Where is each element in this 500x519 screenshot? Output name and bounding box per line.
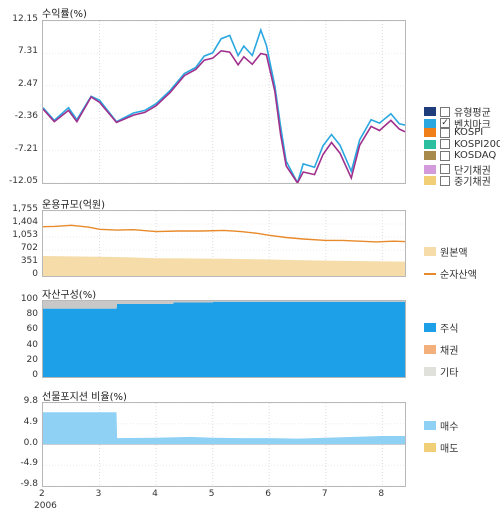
series-1-0 xyxy=(43,256,405,276)
legend-swatch xyxy=(424,176,436,185)
legend-item: 원본액 xyxy=(424,244,468,259)
futures-chart-title: 선물포지션 비율(%) xyxy=(42,392,127,403)
legend-item: 매수 xyxy=(424,418,458,433)
legend-swatch xyxy=(424,323,436,332)
returns-chart-svg xyxy=(43,21,405,183)
legend-item[interactable]: KOSPI200 xyxy=(424,139,500,150)
legend-item[interactable]: KOSDAQ xyxy=(424,150,496,161)
legend-checkbox[interactable] xyxy=(440,127,450,138)
x-tick-label: 5 xyxy=(208,489,215,499)
series-2-0 xyxy=(43,301,405,377)
x-tick-label: 2 xyxy=(39,489,45,499)
series-2-1 xyxy=(43,301,405,309)
futures-chart-plot xyxy=(42,402,406,487)
x-tick-label: 3 xyxy=(95,489,102,499)
series-0-1 xyxy=(43,49,405,183)
legend-checkbox[interactable] xyxy=(440,164,450,174)
legend-checkbox[interactable] xyxy=(440,175,450,186)
legend-label: KOSPI200 xyxy=(454,138,500,150)
aum-chart-title: 운용규모(억원) xyxy=(42,200,106,211)
y-tick-label: -12.05 xyxy=(8,176,38,186)
legend-label: 원본액 xyxy=(440,248,468,259)
y-tick-label: 1,053 xyxy=(12,230,38,240)
y-tick-label: 40 xyxy=(26,339,38,350)
returns-chart-title: 수익률(%) xyxy=(42,9,87,20)
legend-item: 매도 xyxy=(424,440,458,455)
legend-swatch xyxy=(424,107,436,116)
legend-swatch xyxy=(424,128,436,137)
legend-label: 기타 xyxy=(440,368,459,379)
legend-item: 주식 xyxy=(424,320,458,335)
legend-swatch xyxy=(424,151,436,160)
legend-label: 채권 xyxy=(440,346,459,357)
y-tick-label: -9.8 xyxy=(20,479,38,489)
legend-swatch xyxy=(424,139,436,149)
aum-chart-svg xyxy=(43,211,405,276)
legend-item[interactable]: 단기채권 xyxy=(424,162,491,177)
legend-label: 매도 xyxy=(440,444,459,455)
legend-label: KOSPI xyxy=(454,127,484,138)
asset-chart-plot xyxy=(42,300,406,378)
legend-label: 주식 xyxy=(440,324,459,335)
y-tick-label: 1,404 xyxy=(12,217,38,227)
y-tick-label: -7.21 xyxy=(14,143,38,154)
legend-checkbox[interactable] xyxy=(440,150,450,161)
legend-swatch xyxy=(424,272,436,275)
y-tick-label: 0.0 xyxy=(23,437,38,448)
legend-item: 기타 xyxy=(424,364,458,379)
legend-item: 순자산액 xyxy=(424,266,477,281)
y-tick-label: 351 xyxy=(20,256,38,266)
y-tick-label: 9.8 xyxy=(23,396,38,406)
x-tick-label: 8 xyxy=(378,489,385,499)
legend-swatch xyxy=(424,367,436,376)
y-tick-label: 1,755 xyxy=(12,204,38,214)
futures-chart-svg xyxy=(43,403,405,486)
legend-label: 유형평균 xyxy=(454,108,491,119)
legend-checkbox[interactable] xyxy=(440,106,450,117)
x-tick-label: 7 xyxy=(321,489,328,499)
y-tick-label: 60 xyxy=(26,324,38,335)
y-tick-label: -4.9 xyxy=(20,458,38,469)
legend-swatch xyxy=(424,247,436,256)
legend-label: 순자산액 xyxy=(440,270,477,281)
x-tick-label: 4 xyxy=(152,489,158,499)
legend-label: 벤치마크 xyxy=(454,119,491,131)
y-tick-label: 20 xyxy=(26,354,38,365)
legend-item: 채권 xyxy=(424,342,458,357)
y-tick-label: 702 xyxy=(20,243,38,253)
legend-label: 매수 xyxy=(440,422,459,433)
y-tick-label: 2.47 xyxy=(17,78,38,89)
legend-label: 중기채권 xyxy=(454,177,491,188)
y-tick-label: 4.9 xyxy=(23,416,38,427)
legend-swatch xyxy=(424,118,436,128)
aum-chart-plot xyxy=(42,210,406,277)
y-tick-label: 100 xyxy=(20,294,38,304)
x-axis-year: 2006 xyxy=(34,501,57,511)
legend-checkbox[interactable] xyxy=(440,139,450,149)
asset-chart-svg xyxy=(43,301,405,377)
series-0-0 xyxy=(43,27,405,183)
series-1-1 xyxy=(43,224,405,243)
y-tick-label: 12.15 xyxy=(12,14,38,24)
legend-label: KOSDAQ xyxy=(454,150,497,161)
legend-swatch xyxy=(424,443,436,452)
y-tick-label: 0 xyxy=(32,370,38,380)
legend-item[interactable]: 유형평균 xyxy=(424,104,491,119)
legend-swatch xyxy=(424,345,436,354)
asset-chart-title: 자산구성(%) xyxy=(42,290,97,301)
legend-label: 단기채권 xyxy=(454,165,491,177)
returns-chart-plot xyxy=(42,20,406,184)
legend-swatch xyxy=(424,421,436,430)
legend-item[interactable]: 중기채권 xyxy=(424,173,491,188)
series-3-0 xyxy=(43,412,405,445)
y-tick-label: 7.31 xyxy=(17,46,38,57)
y-tick-label: -2.36 xyxy=(14,111,38,122)
y-tick-label: 0 xyxy=(32,269,38,279)
legend-item[interactable]: KOSPI xyxy=(424,127,483,138)
y-tick-label: 80 xyxy=(26,309,38,320)
legend-swatch xyxy=(424,164,436,174)
x-tick-label: 6 xyxy=(265,489,271,499)
